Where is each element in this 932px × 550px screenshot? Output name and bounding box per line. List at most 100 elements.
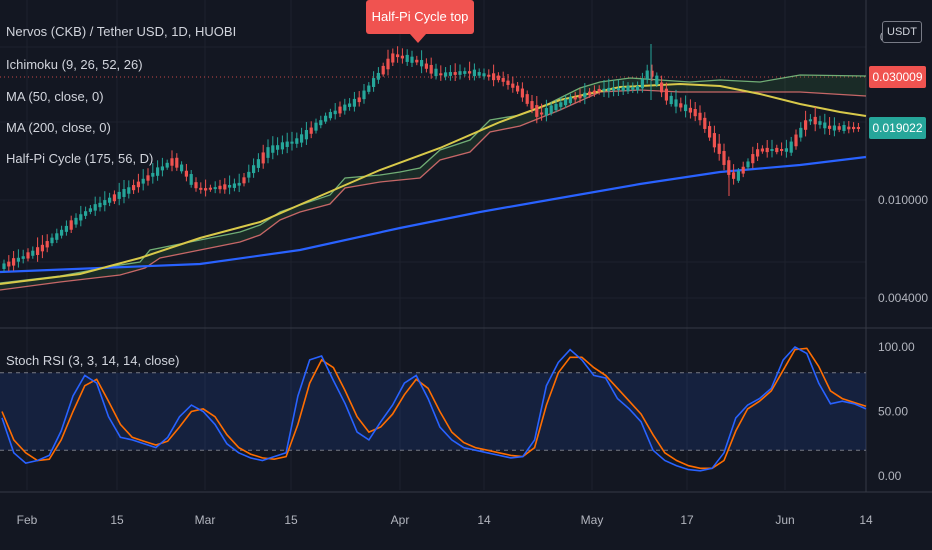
candle-body (736, 171, 740, 181)
candle-body (290, 141, 294, 144)
candle-body (117, 191, 121, 199)
price-axis-tick: 0.010000 (878, 193, 928, 207)
stoch-d-line (1, 347, 867, 470)
candle-body (213, 187, 217, 190)
stoch-k-line (1, 345, 867, 472)
candle-body (794, 134, 798, 147)
candle-body (429, 64, 433, 74)
candle-body (468, 71, 472, 74)
candle-body (16, 257, 20, 262)
candle-body (717, 143, 721, 154)
candle-body (108, 197, 112, 203)
candle-body (223, 184, 227, 190)
candle-body (7, 261, 11, 267)
candle-body (506, 80, 510, 85)
candle-body (424, 63, 428, 69)
candle-body (396, 54, 400, 58)
candle-body (741, 166, 745, 174)
candle-body (372, 78, 376, 87)
candle-body (31, 250, 35, 256)
candle-body (799, 127, 803, 138)
candle-body (93, 204, 97, 211)
candle-body (357, 97, 361, 103)
candle-body (36, 247, 40, 255)
ma200-line (0, 155, 867, 274)
candle-body (40, 244, 44, 252)
candle-body (482, 73, 486, 77)
time-axis-tick: 17 (680, 513, 694, 527)
candle-body (746, 161, 750, 168)
candle-body (828, 125, 832, 129)
candle-body (602, 88, 606, 91)
price-tag-upper: 0.030009 (869, 66, 926, 88)
candle-body (146, 175, 150, 181)
candle-body (64, 225, 68, 232)
candle-body (232, 183, 236, 188)
legend-ichimoku[interactable]: Ichimoku (9, 26, 52, 26) (6, 57, 143, 72)
candle-body (760, 148, 764, 152)
candle-body (218, 185, 222, 190)
price-axis-tick: 0.004000 (878, 291, 928, 305)
candle-body (607, 87, 611, 92)
candle-body (708, 126, 712, 138)
candle-body (295, 138, 299, 144)
candle-body (151, 172, 155, 177)
candle-body (655, 75, 659, 85)
candle-body (583, 92, 587, 98)
candle-body (439, 73, 443, 76)
candle-body (175, 157, 179, 168)
candle-body (645, 70, 649, 80)
candle-body (842, 125, 846, 131)
candle-body (650, 70, 654, 77)
candle-body (88, 208, 92, 212)
candle-body (112, 194, 116, 202)
candle-body (832, 125, 836, 131)
ichimoku-cloud (0, 75, 866, 290)
candle-body (458, 71, 462, 75)
candle-body (324, 115, 328, 122)
candle-body (621, 86, 625, 91)
legend-stoch-rsi[interactable]: Stoch RSI (3, 3, 14, 14, close) (6, 353, 180, 368)
candle-body (559, 102, 563, 107)
candle-body (616, 88, 620, 91)
candle-body (252, 165, 256, 174)
legend-ma200[interactable]: MA (200, close, 0) (6, 120, 111, 135)
candle-body (804, 120, 808, 130)
candle-body (156, 167, 160, 176)
candle-body (775, 147, 779, 153)
legend-halfpi[interactable]: Half-Pi Cycle (175, 56, D) (6, 151, 154, 166)
candle-body (540, 112, 544, 115)
candle-body (55, 233, 59, 240)
candle-body (784, 148, 788, 152)
candle-body (472, 69, 476, 77)
candle-body (103, 200, 107, 206)
candle-body (525, 94, 529, 104)
candle-body (84, 211, 88, 216)
candle-body (712, 133, 716, 148)
candle-body (376, 72, 380, 80)
candle-body (573, 97, 577, 100)
candle-body (400, 55, 404, 59)
candle-body (679, 103, 683, 108)
candle-body (122, 189, 126, 197)
candle-body (247, 171, 251, 178)
candle-body (314, 122, 318, 131)
candle-body (516, 85, 520, 92)
candle-body (780, 149, 784, 151)
ichimoku-span-b (0, 89, 867, 291)
candle-body (837, 126, 841, 130)
candlestick-series (2, 46, 860, 272)
legend-ma50[interactable]: MA (50, close, 0) (6, 89, 104, 104)
candle-body (410, 56, 414, 63)
candle-body (132, 185, 136, 191)
candle-body (434, 68, 438, 77)
candle-body (496, 75, 500, 81)
currency-button[interactable]: USDT (882, 21, 922, 43)
candle-body (477, 72, 481, 76)
candle-body (554, 103, 558, 111)
candle-body (170, 158, 174, 166)
candle-body (511, 83, 515, 88)
time-axis-tick: Mar (195, 513, 216, 527)
candle-body (597, 88, 601, 93)
